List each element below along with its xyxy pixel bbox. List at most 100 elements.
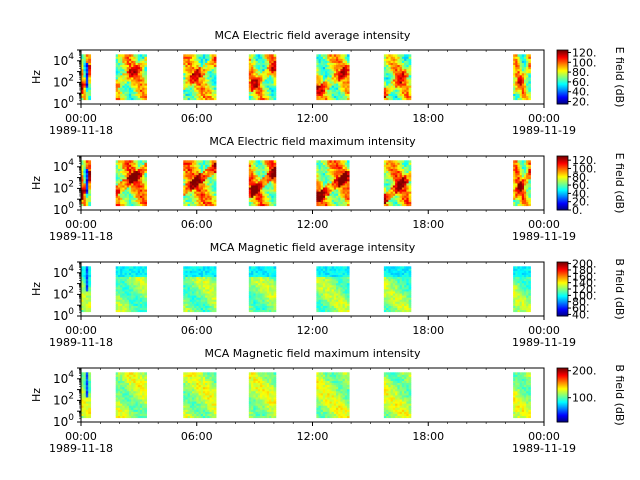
spectrogram-cell: [386, 72, 389, 76]
spectrogram-cell: [526, 162, 529, 165]
spectrogram-cell: [122, 295, 125, 298]
x-tick-label: 06:00: [181, 218, 213, 231]
spectrogram-cell: [133, 91, 136, 94]
spectrogram-cell: [200, 180, 204, 184]
spectrogram-cell: [260, 166, 263, 169]
colorbar-label: E field (dB): [613, 153, 626, 214]
x-tick-label: 18:00: [412, 112, 444, 125]
spectrogram-cell: [124, 185, 128, 188]
spectrogram-cell: [526, 97, 529, 101]
colorbar-swatch: [557, 67, 568, 69]
spectrogram-cell: [131, 305, 134, 308]
spectrogram-cell: [271, 95, 274, 99]
spectrogram-cell: [273, 66, 277, 70]
spectrogram-cell: [331, 62, 335, 66]
axes-frame: [80, 49, 545, 105]
spectrogram-cell: [139, 297, 143, 300]
spectrogram-cell: [189, 297, 193, 300]
spectrogram-cell: [392, 185, 396, 188]
spectrogram-cell: [83, 195, 87, 198]
colorbar-tick-label: 60.: [572, 76, 590, 89]
spectrogram-cell: [142, 282, 145, 286]
spectrogram-cell: [401, 83, 405, 86]
spectrogram-cell: [515, 91, 518, 94]
spectrogram-cell: [115, 293, 119, 296]
spectrogram-cell: [333, 191, 337, 194]
spectrogram-cell: [395, 160, 398, 163]
spectrogram-cell: [523, 62, 527, 66]
spectrogram-cell: [401, 201, 405, 205]
spectrogram-cell: [325, 199, 328, 202]
spectrogram-cell: [120, 87, 123, 90]
spectrogram-cell: [202, 85, 206, 88]
spectrogram-cell: [139, 280, 143, 284]
spectrogram-cell: [248, 64, 252, 68]
colorbar-swatch: [557, 183, 568, 186]
spectrogram-cell: [320, 284, 324, 288]
spectrogram-cell: [266, 291, 270, 294]
spectrogram-cell: [264, 81, 268, 84]
spectrogram-cell: [120, 54, 123, 57]
spectrogram-cell: [262, 303, 265, 306]
spectrogram-cell: [264, 85, 268, 88]
spectrogram-cell: [346, 183, 350, 186]
spectrogram-cell: [344, 93, 348, 96]
spectrogram-cell: [211, 180, 215, 184]
spectrogram-cell: [395, 168, 398, 172]
spectrogram-cell: [83, 303, 87, 306]
spectrogram-cell: [128, 79, 132, 82]
spectrogram-cell: [513, 168, 516, 172]
spectrogram-cell: [333, 97, 337, 101]
spectrogram-cell: [191, 170, 195, 174]
spectrogram-cell: [388, 62, 392, 66]
spectrogram-cell: [133, 191, 136, 194]
spectrogram-cell: [196, 195, 199, 198]
spectrogram-cell: [194, 295, 197, 298]
spectrogram-cell: [189, 93, 193, 96]
spectrogram-cell: [336, 197, 339, 200]
spectrogram-cell: [81, 299, 84, 302]
spectrogram-cell: [124, 195, 128, 198]
spectrogram-cell: [395, 178, 398, 182]
spectrogram-cell: [406, 187, 410, 190]
spectrogram-cell: [85, 299, 89, 302]
spectrogram-cell: [115, 284, 119, 288]
spectrogram-cell: [133, 160, 136, 163]
spectrogram-cell: [133, 162, 136, 165]
spectrogram-cell: [264, 72, 268, 76]
spectrogram-cell: [383, 203, 387, 207]
spectrogram-cell: [260, 87, 263, 90]
spectrogram-cell: [316, 280, 319, 284]
spectrogram-cell: [523, 178, 527, 182]
spectrogram-cell: [117, 83, 121, 86]
spectrogram-cell: [519, 191, 523, 194]
spectrogram-cell: [257, 89, 261, 92]
colorbar-swatch: [557, 63, 568, 65]
colorbar-swatch: [557, 156, 568, 158]
spectrogram-cell: [269, 297, 272, 300]
spectrogram-cell: [255, 79, 259, 82]
spectrogram-cell: [183, 180, 186, 184]
spectrogram-cell: [189, 274, 193, 278]
spectrogram-cell: [325, 178, 328, 182]
spectrogram-cell: [142, 95, 145, 99]
spectrogram-cell: [183, 58, 186, 61]
spectrogram-cell: [336, 77, 339, 80]
spectrogram-cell: [401, 72, 405, 76]
spectrogram-cell: [115, 297, 119, 300]
spectrogram-cell: [200, 303, 204, 306]
spectrogram-cell: [404, 203, 407, 207]
spectrogram-cell: [336, 195, 339, 198]
spectrogram-cell: [248, 291, 252, 294]
spectrogram-cell: [264, 174, 268, 178]
spectrogram-cell: [338, 54, 341, 57]
spectrogram-cell: [528, 89, 531, 92]
spectrogram-cell: [515, 83, 518, 86]
spectrogram-cell: [519, 77, 523, 80]
spectrogram-cell: [264, 66, 268, 70]
spectrogram-cell: [211, 178, 215, 182]
spectrogram-cell: [255, 305, 259, 308]
spectrogram-cell: [122, 81, 125, 84]
spectrogram-cell: [144, 89, 147, 92]
spectrogram-cell: [144, 299, 147, 302]
